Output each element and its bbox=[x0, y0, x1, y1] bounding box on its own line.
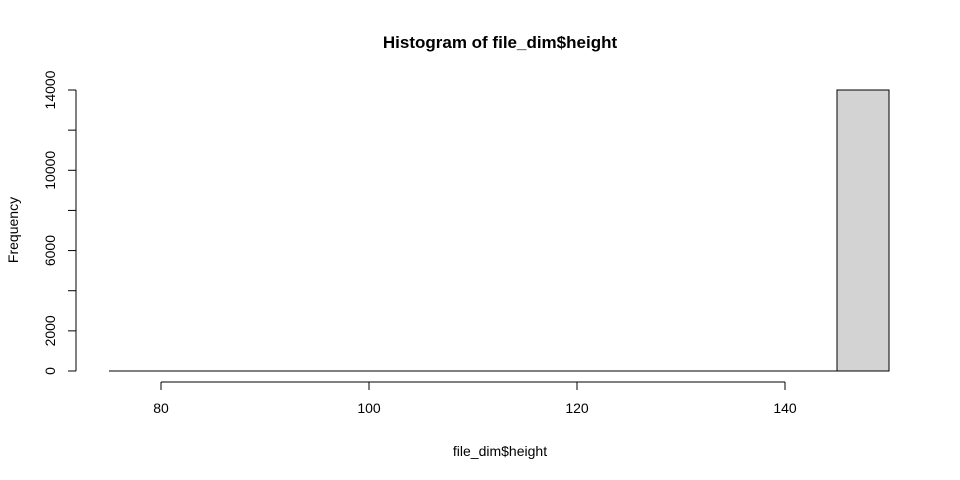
y-tick-label-6000: 6000 bbox=[42, 235, 58, 266]
x-tick-label-140: 140 bbox=[773, 400, 797, 416]
x-axis: 80 100 120 140 bbox=[153, 381, 797, 416]
x-axis-label: file_dim$height bbox=[453, 443, 547, 459]
histogram-bar-14 bbox=[836, 89, 890, 372]
y-axis: 0 2000 6000 10000 14000 bbox=[42, 70, 77, 375]
y-tick-label-14000: 14000 bbox=[42, 70, 58, 109]
y-axis-label: Frequency bbox=[5, 197, 21, 263]
x-tick-label-80: 80 bbox=[153, 400, 169, 416]
y-tick-label-10000: 10000 bbox=[42, 151, 58, 190]
chart-title: Histogram of file_dim$height bbox=[383, 33, 618, 52]
x-tick-label-100: 100 bbox=[357, 400, 381, 416]
y-tick-label-2000: 2000 bbox=[42, 315, 58, 346]
bars-layer bbox=[109, 89, 890, 372]
y-tick-label-0: 0 bbox=[42, 367, 58, 375]
x-tick-label-120: 120 bbox=[565, 400, 589, 416]
